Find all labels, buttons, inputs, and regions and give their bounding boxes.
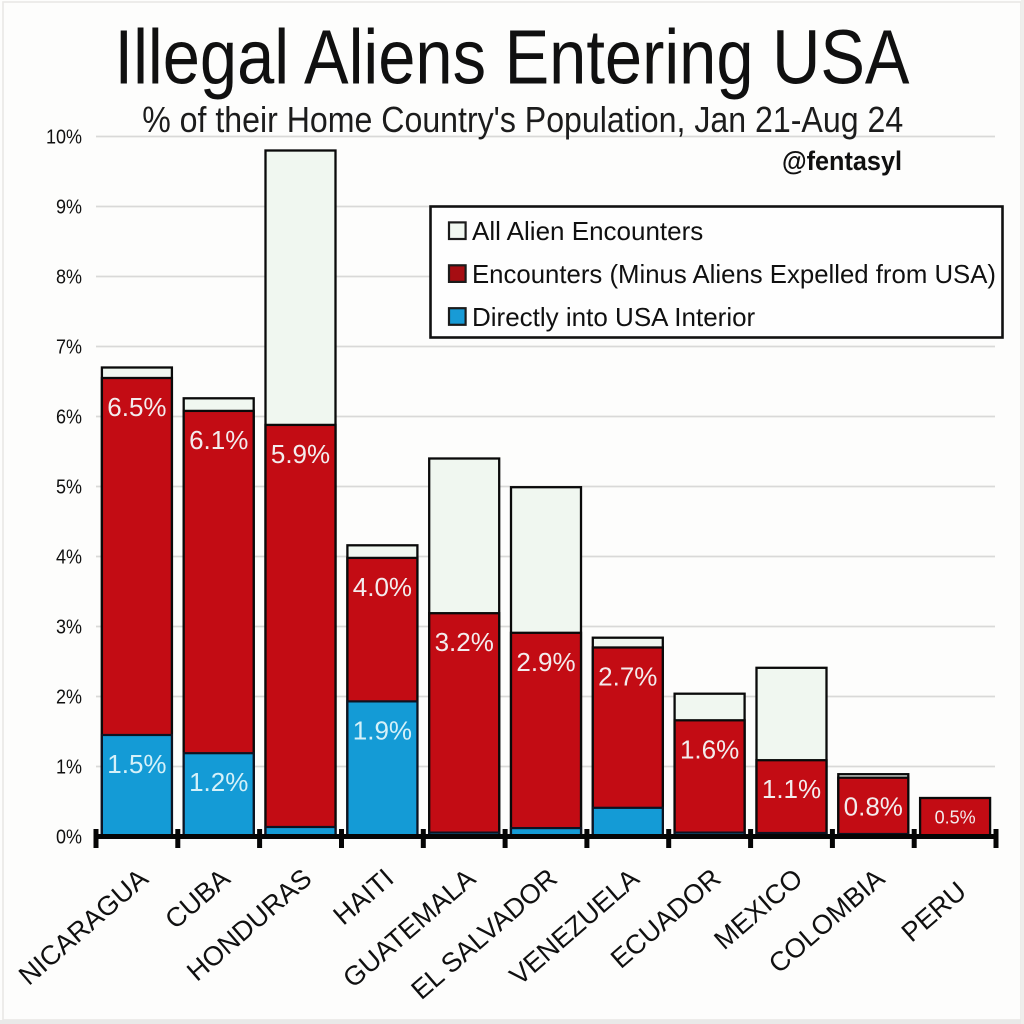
svg-text:1.6%: 1.6% (680, 734, 739, 764)
svg-text:5%: 5% (56, 477, 82, 499)
svg-text:2.7%: 2.7% (598, 662, 657, 692)
svg-text:Directly into USA Interior: Directly into USA Interior (472, 302, 756, 332)
svg-text:Encounters (Minus Aliens Expel: Encounters (Minus Aliens Expelled from U… (472, 259, 996, 289)
svg-text:2%: 2% (56, 687, 82, 709)
svg-text:4.0%: 4.0% (353, 572, 412, 602)
svg-text:3%: 3% (56, 617, 82, 639)
svg-text:5.9%: 5.9% (271, 439, 330, 469)
svg-text:4%: 4% (56, 547, 82, 569)
svg-text:All Alien Encounters: All Alien Encounters (472, 216, 703, 246)
svg-text:1.9%: 1.9% (353, 715, 412, 745)
svg-text:0.8%: 0.8% (844, 792, 903, 822)
svg-text:Illegal Aliens Entering USA: Illegal Aliens Entering USA (115, 15, 911, 101)
svg-text:1.5%: 1.5% (107, 749, 166, 779)
svg-text:1.2%: 1.2% (189, 767, 248, 797)
svg-text:8%: 8% (56, 267, 82, 289)
svg-text:10%: 10% (46, 127, 82, 149)
svg-text:0.5%: 0.5% (935, 808, 976, 828)
svg-text:9%: 9% (56, 197, 82, 219)
svg-text:3.2%: 3.2% (435, 627, 494, 657)
svg-text:1.1%: 1.1% (762, 774, 821, 804)
svg-text:@fentasyl: @fentasyl (782, 146, 902, 176)
svg-text:7%: 7% (56, 337, 82, 359)
svg-text:6%: 6% (56, 407, 82, 429)
svg-text:2.9%: 2.9% (516, 647, 575, 677)
svg-text:1%: 1% (56, 757, 82, 779)
svg-text:% of their Home Country's Popu: % of their Home Country's Population, Ja… (142, 99, 903, 140)
svg-text:0%: 0% (56, 827, 82, 849)
svg-text:6.1%: 6.1% (189, 425, 248, 455)
svg-text:6.5%: 6.5% (107, 392, 166, 422)
